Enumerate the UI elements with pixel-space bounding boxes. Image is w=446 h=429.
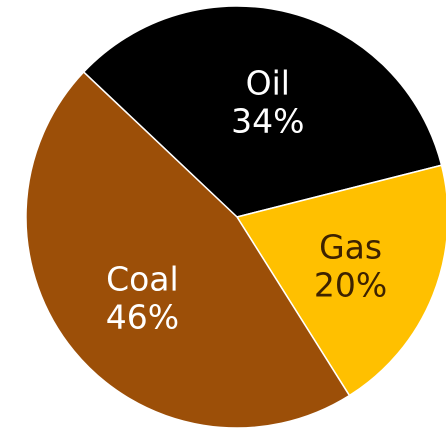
pie-slice-oil <box>82 5 443 218</box>
pie-slices <box>25 5 446 429</box>
slice-label-gas: Gas <box>319 227 382 266</box>
slice-label-coal: Coal <box>106 260 179 299</box>
pie-slice-gas <box>236 164 446 397</box>
slice-percent-oil: 34% <box>231 102 304 141</box>
slice-percent-gas: 20% <box>314 265 387 304</box>
slice-label-oil: Oil <box>246 64 290 103</box>
slice-percent-coal: 46% <box>106 298 179 337</box>
pie-slice-coal <box>25 71 351 429</box>
